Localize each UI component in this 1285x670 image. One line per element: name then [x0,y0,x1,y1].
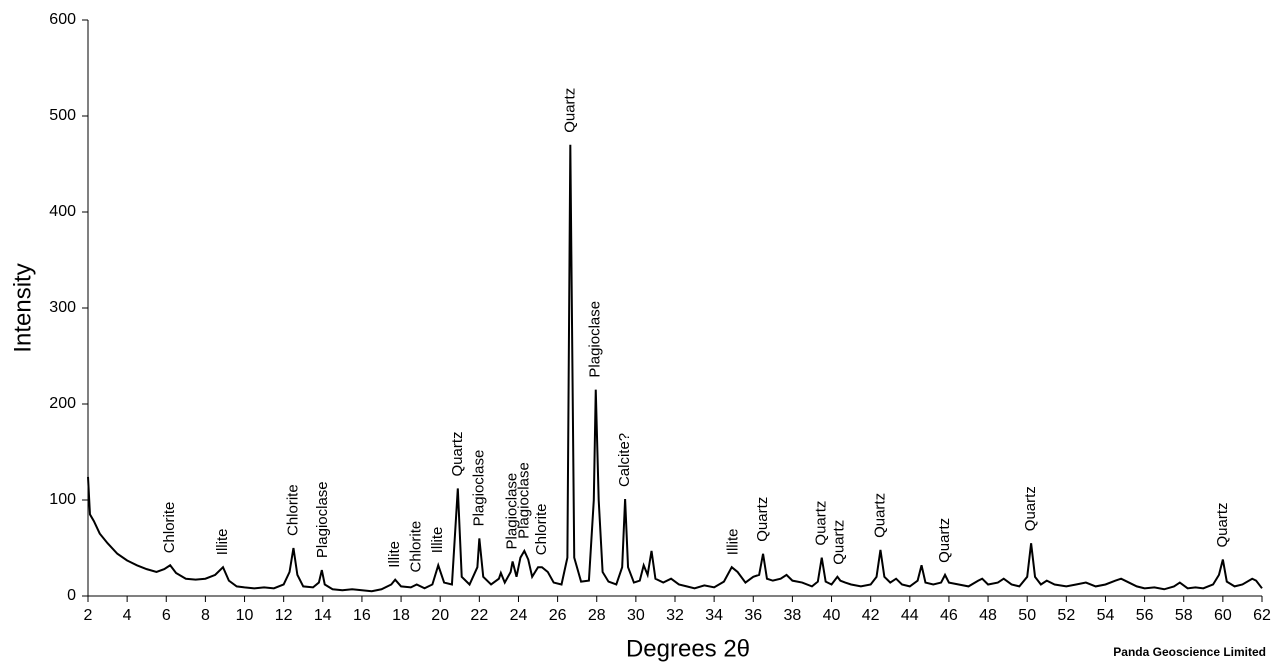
x-tick-label: 58 [1175,607,1193,624]
credit: Panda Geoscience Limited [1113,645,1266,659]
y-tick-label: 300 [49,299,76,316]
x-tick-label: 12 [275,607,293,624]
x-tick-label: 40 [823,607,841,624]
x-tick-label: 48 [979,607,997,624]
x-tick-label: 24 [510,607,528,624]
x-tick-label: 16 [353,607,371,624]
x-tick-label: 44 [901,607,919,624]
x-tick-label: 54 [1097,607,1115,624]
x-tick-label: 42 [862,607,880,624]
x-tick-label: 14 [314,607,332,624]
y-tick-label: 600 [49,11,76,28]
peak-label: Quartz [936,518,953,563]
x-tick-label: 2 [84,607,93,624]
x-axis-label: Degrees 2θ [626,635,750,662]
xrd-line [87,144,1263,593]
peak-label: Plagioclase [470,450,487,527]
x-tick-label: 22 [470,607,488,624]
x-tick-label: 60 [1214,607,1232,624]
x-tick-label: 8 [201,607,210,624]
peak-label: Illite [429,527,446,554]
x-tick-label: 28 [588,607,606,624]
y-tick-label: 100 [49,491,76,508]
x-tick-label: 26 [549,607,567,624]
peak-label: Plagioclase [314,481,331,558]
peak-label: Chlorite [533,504,550,556]
y-tick-label: 0 [67,587,76,604]
peak-label: Plagioclase [504,473,521,550]
x-tick-label: 52 [1057,607,1075,624]
peak-label: Chlorite [408,521,425,573]
peak-label: Quartz [830,520,847,565]
x-tick-label: 36 [744,607,762,624]
y-tick-label: 500 [49,107,76,124]
x-tick-label: 38 [784,607,802,624]
y-tick-label: 200 [49,395,76,412]
x-tick-label: 50 [1018,607,1036,624]
peak-label: Quartz [1022,486,1039,531]
peak-label: Quartz [871,493,888,538]
peak-label: Plagioclase [515,462,532,539]
peak-label: Quartz [754,497,771,542]
x-tick-label: 6 [162,607,171,624]
x-tick-label: 56 [1136,607,1154,624]
peak-label: Illite [725,529,742,556]
peak-label: Quartz [449,431,466,476]
x-tick-label: 20 [431,607,449,624]
x-tick-label: 46 [940,607,958,624]
peak-label: Chlorite [284,484,301,536]
x-tick-label: 10 [236,607,254,624]
peak-label: Chlorite [161,502,178,554]
peak-label: Calcite? [616,433,633,487]
y-axis-label: Intensity [9,263,36,352]
x-tick-label: 32 [666,607,684,624]
x-tick-label: 18 [392,607,410,624]
y-tick-label: 400 [49,203,76,220]
x-tick-label: 4 [123,607,132,624]
peak-label: Illite [214,529,231,556]
peak-label: Plagioclase [587,301,604,378]
peak-label: Quartz [561,88,578,133]
x-tick-label: 62 [1253,607,1271,624]
peak-label: Quartz [813,501,830,546]
x-tick-label: 30 [627,607,645,624]
x-tick-label: 34 [705,607,723,624]
peak-label: Quartz [1214,503,1231,548]
peak-label: Illite [386,541,403,568]
